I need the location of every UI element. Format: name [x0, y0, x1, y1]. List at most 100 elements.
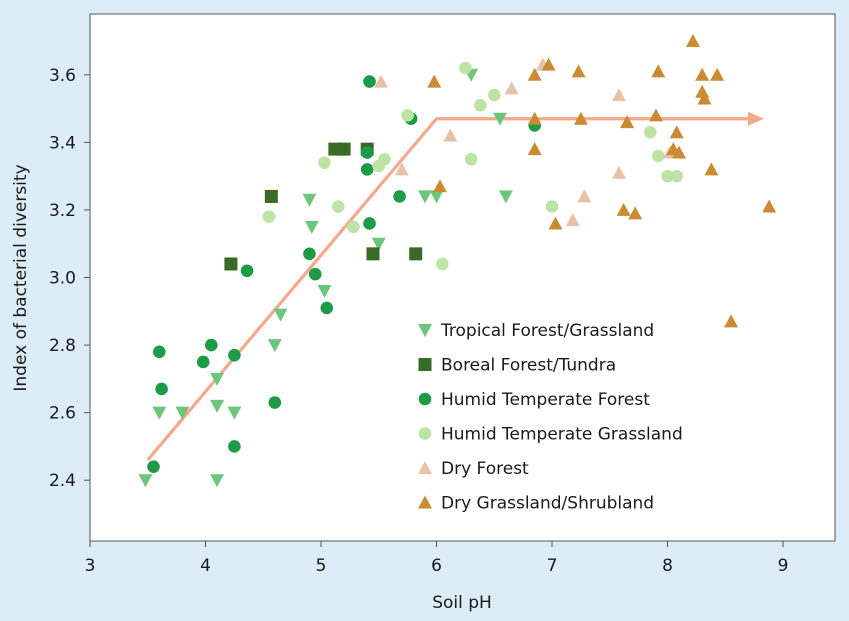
data-point [240, 264, 254, 278]
legend-label: Boreal Forest/Tundra [441, 356, 616, 376]
axes-group: 3 4 5 6 7 8 9 2.4 2.6 2.8 3.0 3.2 3.4 3.6 [49, 66, 788, 576]
x-axis-title: Soil pH [432, 593, 492, 613]
x-tick-label: 9 [778, 556, 789, 576]
data-point [138, 474, 153, 488]
data-point [672, 145, 687, 159]
y-axis-title: Index of bacterial diversity [11, 164, 31, 391]
data-point [152, 406, 167, 420]
legend-marker [418, 324, 432, 337]
plot-area [89, 13, 836, 542]
data-point [577, 189, 592, 203]
y-tick-label: 2.6 [49, 404, 76, 424]
legend-marker [418, 461, 432, 474]
trend-arrowhead [747, 111, 764, 126]
data-point [210, 474, 225, 488]
data-point [612, 88, 627, 102]
data-point [620, 115, 635, 129]
data-point [670, 169, 684, 183]
data-point [318, 156, 331, 169]
data-point [228, 348, 241, 362]
x-tick-label: 4 [200, 556, 211, 576]
data-point [196, 355, 210, 369]
data-point [697, 91, 712, 105]
legend: Tropical Forest/Grassland Boreal Forest/T… [418, 321, 683, 514]
x-tick-label: 3 [85, 556, 96, 576]
y-tick-label: 3.0 [49, 269, 76, 289]
data-point [648, 108, 663, 122]
data-point [320, 301, 334, 315]
data-point [527, 67, 542, 81]
data-point [308, 267, 322, 281]
data-point [474, 98, 487, 112]
data-point [464, 152, 478, 166]
data-point [267, 339, 282, 353]
data-point [498, 190, 513, 204]
y-tick-label: 3.6 [49, 66, 76, 86]
data-point [704, 162, 719, 176]
data-point [669, 125, 684, 139]
data-point [459, 61, 472, 75]
data-point [435, 257, 449, 271]
data-point [332, 200, 345, 213]
y-tick-label: 3.4 [49, 133, 76, 153]
data-point [273, 308, 288, 322]
data-point [268, 396, 282, 409]
legend-marker [418, 427, 432, 440]
data-point [571, 64, 586, 78]
x-tick-label: 8 [662, 556, 673, 576]
data-point [545, 200, 559, 213]
data-point [427, 74, 442, 88]
data-point [210, 399, 225, 413]
data-points-group [138, 34, 777, 488]
legend-label: Humid Temperate Grassland [441, 425, 683, 445]
data-point [262, 210, 276, 223]
y-tick-label: 2.4 [49, 471, 76, 491]
data-point [374, 74, 389, 88]
y-tick-label: 2.8 [49, 336, 76, 356]
data-point [573, 111, 588, 125]
data-point [493, 112, 508, 126]
data-point [651, 149, 665, 163]
data-point [628, 206, 643, 220]
data-point [661, 169, 674, 183]
data-point [565, 213, 580, 227]
x-tick-label: 7 [547, 556, 558, 576]
data-point [401, 109, 414, 122]
data-point [541, 57, 556, 71]
data-point [302, 193, 317, 207]
x-tick-label: 6 [431, 556, 442, 576]
data-point [527, 142, 542, 156]
data-point [417, 190, 432, 204]
data-point [393, 190, 406, 203]
data-point [616, 202, 631, 216]
data-point [360, 146, 374, 159]
x-tick-label: 5 [316, 556, 327, 576]
data-point [612, 165, 627, 179]
data-point [337, 142, 351, 156]
data-point [504, 81, 519, 95]
legend-label: Dry Grassland/Shrubland [441, 494, 654, 514]
data-point [443, 128, 458, 142]
data-point [317, 285, 332, 299]
data-point [224, 257, 238, 271]
data-point [685, 34, 700, 48]
data-point [394, 162, 409, 176]
data-point [409, 247, 423, 261]
data-point [371, 237, 386, 251]
data-point [548, 216, 563, 230]
data-point [363, 75, 376, 88]
data-point [429, 190, 444, 204]
data-point [175, 406, 190, 420]
data-point [762, 199, 777, 213]
data-point [347, 220, 360, 234]
data-point [303, 247, 316, 261]
legend-marker [418, 358, 432, 371]
data-point [432, 179, 447, 193]
data-point [710, 67, 725, 81]
legend-marker [418, 392, 432, 406]
data-point [527, 111, 542, 125]
legend-label: Humid Temperate Forest [441, 390, 650, 410]
data-point [153, 345, 166, 359]
data-point [695, 67, 710, 81]
data-point [155, 382, 168, 396]
